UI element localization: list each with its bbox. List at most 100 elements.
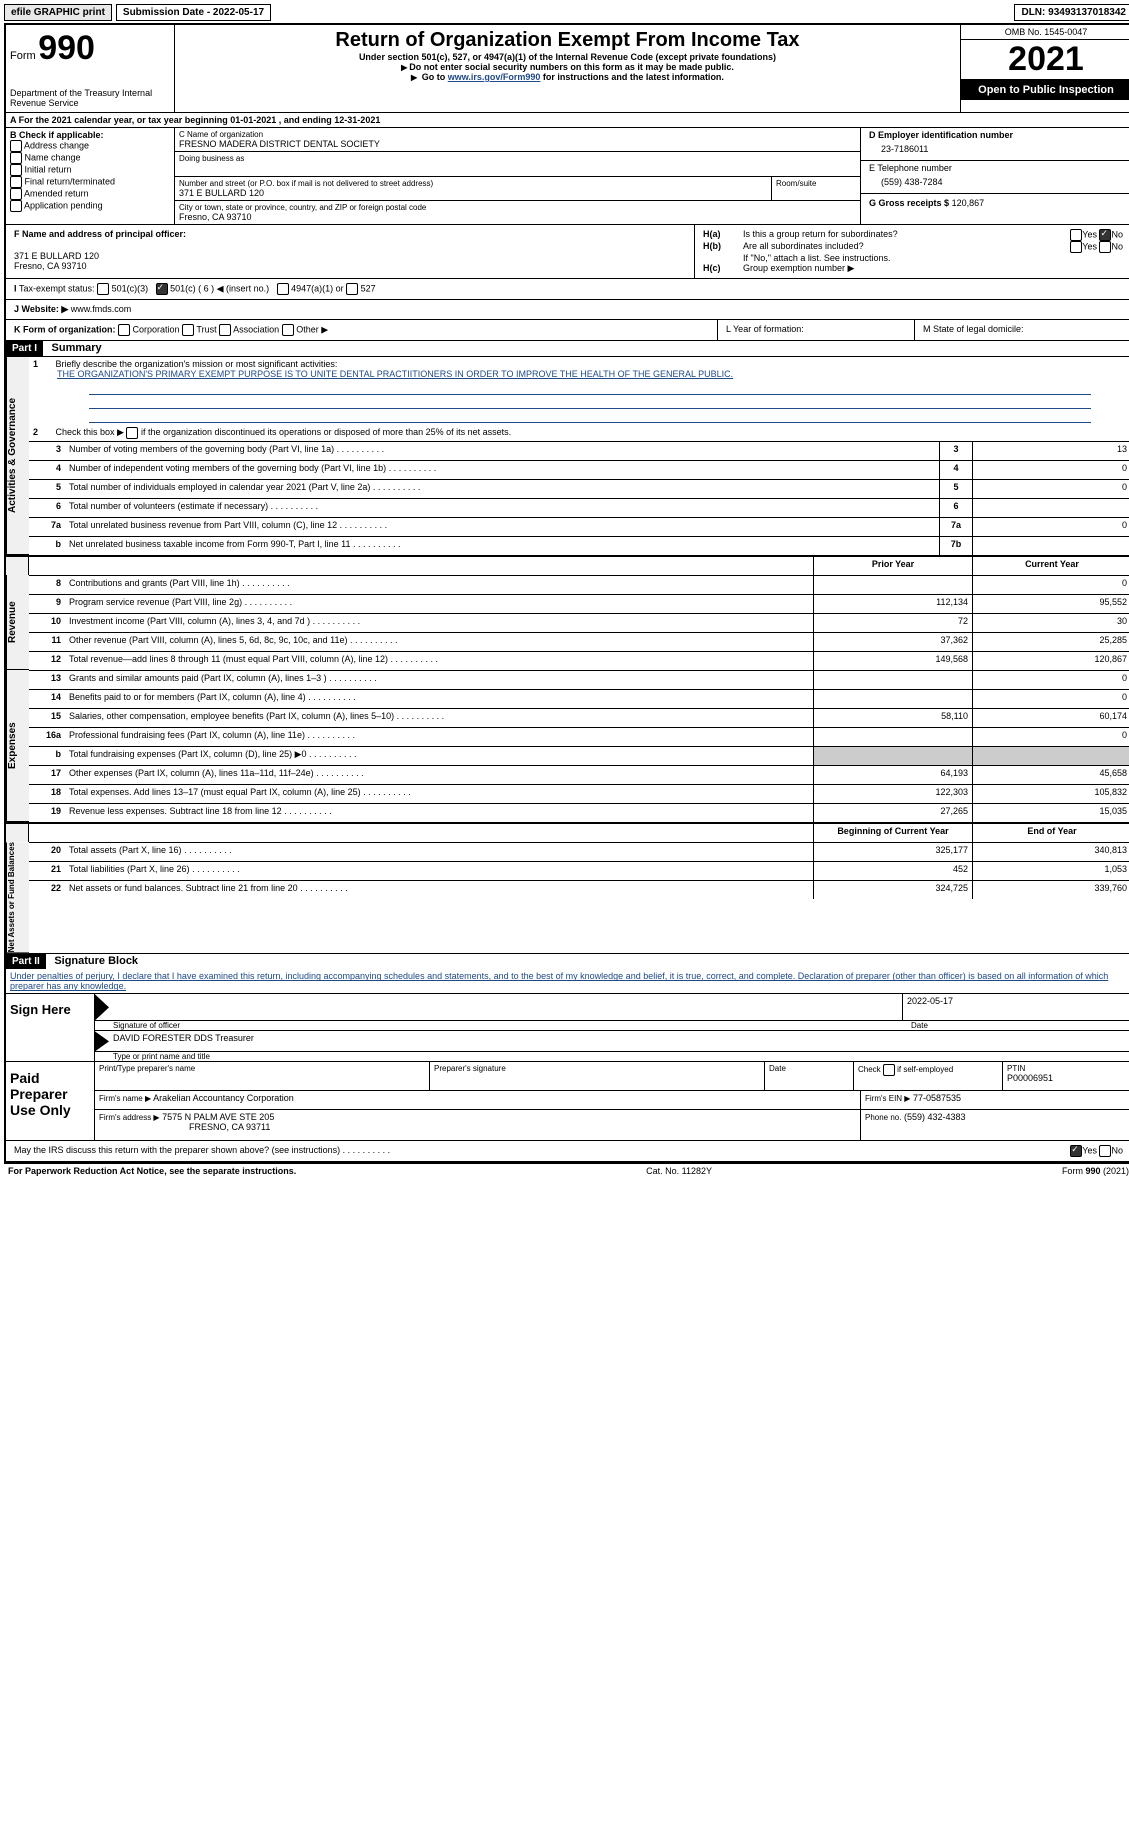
row-prior — [813, 747, 972, 765]
cb-hb-no[interactable] — [1099, 241, 1111, 253]
cb-corp[interactable] — [118, 324, 130, 336]
part1-title: Summary — [46, 342, 102, 354]
row-label: Net unrelated business taxable income fr… — [65, 537, 939, 555]
row-current: 340,813 — [972, 843, 1129, 861]
open-to-public: Open to Public Inspection — [961, 80, 1129, 100]
omb-number: OMB No. 1545-0047 — [961, 25, 1129, 40]
cb-ha-yes[interactable] — [1070, 229, 1082, 241]
lbl-4947: 4947(a)(1) or — [291, 283, 344, 293]
hc-label: Group exemption number ▶ — [743, 263, 854, 274]
side-revenue: Revenue — [6, 575, 29, 670]
row-label: Total expenses. Add lines 13–17 (must eq… — [65, 785, 813, 803]
cb-527[interactable] — [346, 283, 358, 295]
blank-line — [89, 397, 1091, 409]
cb-trust[interactable] — [182, 324, 194, 336]
officer-addr1: 371 E BULLARD 120 — [14, 251, 686, 261]
sign-here-label: Sign Here — [6, 994, 95, 1061]
section-j: J Website: ▶ www.fmds.com — [6, 300, 1129, 320]
cb-other[interactable] — [282, 324, 294, 336]
cb-501c3[interactable] — [97, 283, 109, 295]
cb-hb-yes[interactable] — [1070, 241, 1082, 253]
ptin-label: PTIN — [1007, 1064, 1127, 1073]
side-netassets: Net Assets or Fund Balances — [6, 842, 29, 953]
cb-501c[interactable] — [156, 283, 168, 295]
blank-line — [89, 411, 1091, 423]
cb-discontinued[interactable] — [126, 427, 138, 439]
cb-name-change[interactable] — [10, 152, 22, 164]
sig-officer-label: Signature of officer — [95, 1021, 907, 1030]
row-current — [972, 747, 1129, 765]
summary-row: 6 Total number of volunteers (estimate i… — [29, 498, 1129, 517]
org-name-label: C Name of organization — [179, 130, 856, 139]
row-current: 60,174 — [972, 709, 1129, 727]
row-num: 14 — [29, 690, 65, 708]
cb-address-change[interactable] — [10, 140, 22, 152]
summary-row: 19 Revenue less expenses. Subtract line … — [29, 803, 1129, 822]
efile-print-button[interactable]: efile GRAPHIC print — [4, 4, 112, 21]
row-label: Other expenses (Part IX, column (A), lin… — [65, 766, 813, 784]
cb-ha-no[interactable] — [1099, 229, 1111, 241]
cb-app-pending[interactable] — [10, 200, 22, 212]
irs-link[interactable]: www.irs.gov/Form990 — [448, 72, 541, 82]
lbl-discuss-yes: Yes — [1082, 1146, 1097, 1156]
ssn-note: Do not enter social security numbers on … — [179, 62, 956, 72]
lbl-no: No — [1111, 229, 1123, 239]
lbl-yes: Yes — [1082, 229, 1097, 239]
cb-discuss-no[interactable] — [1099, 1145, 1111, 1157]
row-current: 0 — [972, 671, 1129, 689]
row-num: 6 — [29, 499, 65, 517]
form-subtitle: Under section 501(c), 527, or 4947(a)(1)… — [179, 52, 956, 62]
row-num: 19 — [29, 804, 65, 822]
lbl-527: 527 — [361, 283, 376, 293]
row-current: 0 — [972, 576, 1129, 594]
footer: For Paperwork Reduction Act Notice, see … — [4, 1163, 1129, 1178]
row-label: Net assets or fund balances. Subtract li… — [65, 881, 813, 899]
form-org-label: K Form of organization: — [14, 324, 116, 334]
klm-row: K Form of organization: Corporation Trus… — [6, 320, 1129, 341]
cb-amended[interactable] — [10, 188, 22, 200]
footer-mid: Cat. No. 11282Y — [646, 1166, 712, 1176]
row-num: 13 — [29, 671, 65, 689]
row-prior: 27,265 — [813, 804, 972, 822]
row-prior: 324,725 — [813, 881, 972, 899]
cb-discuss-yes[interactable] — [1070, 1145, 1082, 1157]
row-num: 15 — [29, 709, 65, 727]
row-current: 0 — [972, 690, 1129, 708]
row-num: 12 — [29, 652, 65, 670]
row-prior: 37,362 — [813, 633, 972, 651]
row-prior: 58,110 — [813, 709, 972, 727]
cb-assoc[interactable] — [219, 324, 231, 336]
row-box: 7a — [939, 518, 972, 536]
section-b-label: B Check if applicable: — [10, 130, 170, 140]
row-prior — [813, 728, 972, 746]
officer-addr2: Fresno, CA 93710 — [14, 261, 686, 271]
cb-self-employed[interactable] — [883, 1064, 895, 1076]
row-val: 0 — [972, 461, 1129, 479]
cb-final-return[interactable] — [10, 176, 22, 188]
lbl-501c3: 501(c)(3) — [112, 283, 149, 293]
row-current: 120,867 — [972, 652, 1129, 670]
col-headers: Prior Year Current Year — [6, 555, 1129, 575]
section-i: I Tax-exempt status: 501(c)(3) 501(c) ( … — [6, 279, 1129, 300]
arrow-icon — [95, 994, 109, 1020]
row-box: 6 — [939, 499, 972, 517]
part1-body: Activities & Governance 1 Briefly descri… — [6, 357, 1129, 555]
officer-name: DAVID FORESTER DDS Treasurer — [109, 1031, 1129, 1051]
row-current: 1,053 — [972, 862, 1129, 880]
row-prior: 122,303 — [813, 785, 972, 803]
lbl-yes2: Yes — [1082, 241, 1097, 251]
cb-initial-return[interactable] — [10, 164, 22, 176]
cb-4947[interactable] — [277, 283, 289, 295]
expenses-block: Expenses 13 Grants and similar amounts p… — [6, 670, 1129, 822]
row-prior — [813, 576, 972, 594]
dba-label: Doing business as — [179, 154, 856, 163]
gross-label: G Gross receipts $ — [869, 198, 949, 208]
footer-left: For Paperwork Reduction Act Notice, see … — [8, 1166, 296, 1176]
row-num: 5 — [29, 480, 65, 498]
city-label: City or town, state or province, country… — [179, 203, 856, 212]
submission-date: Submission Date - 2022-05-17 — [116, 4, 271, 21]
lbl-assoc: Association — [233, 324, 279, 334]
prep-sig-label: Preparer's signature — [430, 1062, 765, 1090]
part2-header: Part II — [6, 954, 46, 969]
phone-label: E Telephone number — [869, 163, 1123, 173]
